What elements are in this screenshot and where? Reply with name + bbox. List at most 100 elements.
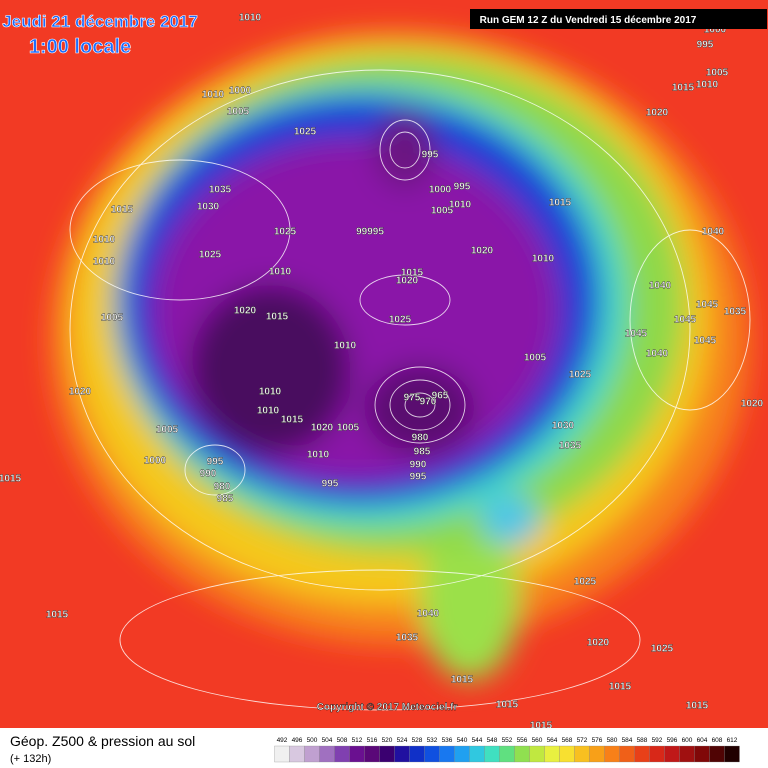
- isobar-label: 1000: [144, 456, 167, 467]
- isobar-label: 1045: [625, 329, 648, 340]
- scale-label: 500: [307, 737, 318, 744]
- scale-label: 516: [367, 737, 378, 744]
- scale-label: 588: [637, 737, 648, 744]
- scale-swatch: [439, 745, 455, 763]
- scale-swatch: [724, 745, 740, 763]
- isobar-label: 1015: [46, 610, 69, 621]
- isobar-label: 1020: [646, 108, 669, 119]
- isobar: [69, 69, 691, 591]
- scale-swatch: [394, 745, 410, 763]
- isobar-label: 99995: [356, 227, 384, 238]
- isobar-label: 1025: [389, 315, 412, 326]
- isobar-label: 1005: [101, 313, 124, 324]
- isobar-label: 1045: [674, 315, 697, 326]
- isobar-label: 1010: [93, 235, 116, 246]
- isobar-label: 1040: [646, 349, 669, 360]
- isobar-label: 970: [420, 397, 437, 408]
- isobar-label: 975: [404, 393, 421, 404]
- scale-swatch: [454, 745, 470, 763]
- isobar-label: 1020: [311, 423, 334, 434]
- isobar-label: 1025: [199, 250, 222, 261]
- scale-swatch: [634, 745, 650, 763]
- scale-label: 536: [442, 737, 453, 744]
- isobar: [404, 392, 436, 418]
- isobar-label: 1005: [156, 425, 179, 436]
- scale-swatch: [589, 745, 605, 763]
- isobar-label: 1020: [587, 638, 610, 649]
- field-dark-west: [190, 285, 350, 455]
- run-box: [470, 9, 767, 29]
- field-cyan-patch: [480, 495, 540, 545]
- scale-swatch: [664, 745, 680, 763]
- isobar-label: 985: [217, 494, 234, 505]
- height-field: [50, 35, 750, 680]
- scale-swatch: [319, 745, 335, 763]
- map-date: Jeudi 21 décembre 2017: [2, 12, 198, 31]
- scale-label: 508: [337, 737, 348, 744]
- isobar-label: 1045: [694, 336, 717, 347]
- scale-label: 556: [517, 737, 528, 744]
- scale-swatch: [499, 745, 515, 763]
- isobar-label: 1020: [234, 306, 257, 317]
- run-info: Run GEM 12 Z du Vendredi 15 décembre 201…: [480, 15, 697, 26]
- legend-title: Géop. Z500 & pression au sol: [10, 733, 195, 749]
- scale-swatch: [574, 745, 590, 763]
- field-dark-north: [375, 112, 435, 188]
- isobar-label: 995: [422, 150, 439, 161]
- scale-swatch: [349, 745, 365, 763]
- scale-swatch: [694, 745, 710, 763]
- scale-swatch: [529, 745, 545, 763]
- isobar-label: 1040: [702, 227, 725, 238]
- scale-swatch: [304, 745, 320, 763]
- isobar-label: 1025: [274, 227, 297, 238]
- isobar-label: 1035: [209, 185, 232, 196]
- scale-label: 580: [607, 737, 618, 744]
- isobars: [69, 69, 751, 711]
- scale-label: 544: [472, 737, 483, 744]
- scale-label: 492: [277, 737, 288, 744]
- isobar-label: 1005: [227, 107, 250, 118]
- isobar-label: 1020: [471, 246, 494, 257]
- isobar-label: 1010: [334, 341, 357, 352]
- scale-label: 572: [577, 737, 588, 744]
- scale-swatch: [364, 745, 380, 763]
- color-scale: 492 496 500 504 508 512 516 520 524 528 532 536 540 5…: [274, 737, 740, 763]
- scale-swatch: [274, 745, 290, 763]
- scale-swatch: [544, 745, 560, 763]
- isobar: [389, 131, 421, 169]
- scale-label: 552: [502, 737, 513, 744]
- isobar-label: 1005: [524, 353, 547, 364]
- field-green-patch: [420, 520, 520, 680]
- scale-label: 524: [397, 737, 408, 744]
- isobar-label: 1005: [706, 68, 729, 79]
- copyright: Copyright © 2017 Meteociel.fr: [317, 702, 458, 713]
- isobar: [379, 119, 431, 181]
- isobar-label: 1015: [496, 700, 519, 711]
- scale-swatch: [619, 745, 635, 763]
- isobar-label: 1015: [549, 198, 572, 209]
- isobar-label: 1015: [111, 205, 134, 216]
- isobar-label: 1045: [696, 300, 719, 311]
- isobar-label: 1015: [266, 312, 289, 323]
- isobar-label: 1010: [696, 80, 719, 91]
- isobar-label: 1035: [559, 441, 582, 452]
- scale-label: 576: [592, 737, 603, 744]
- scale-swatch: [484, 745, 500, 763]
- isobar: [359, 274, 451, 326]
- isobar-label: 995: [454, 182, 471, 193]
- scale-label: 528: [412, 737, 423, 744]
- isobar-label: 1015: [672, 83, 695, 94]
- isobar: [119, 569, 641, 711]
- isobar-label: 995: [207, 457, 224, 468]
- isobar-label: 980: [412, 433, 429, 444]
- isobar-label: 1015: [401, 268, 424, 279]
- isobar-label: 1015: [0, 474, 22, 485]
- scale-label: 568: [562, 737, 573, 744]
- isobar-label: 995: [410, 472, 427, 483]
- isobar-label: 1020: [69, 387, 92, 398]
- legend-lead: (+ 132h): [10, 753, 51, 765]
- isobar-label: 1025: [294, 127, 317, 138]
- scale-swatch: [424, 745, 440, 763]
